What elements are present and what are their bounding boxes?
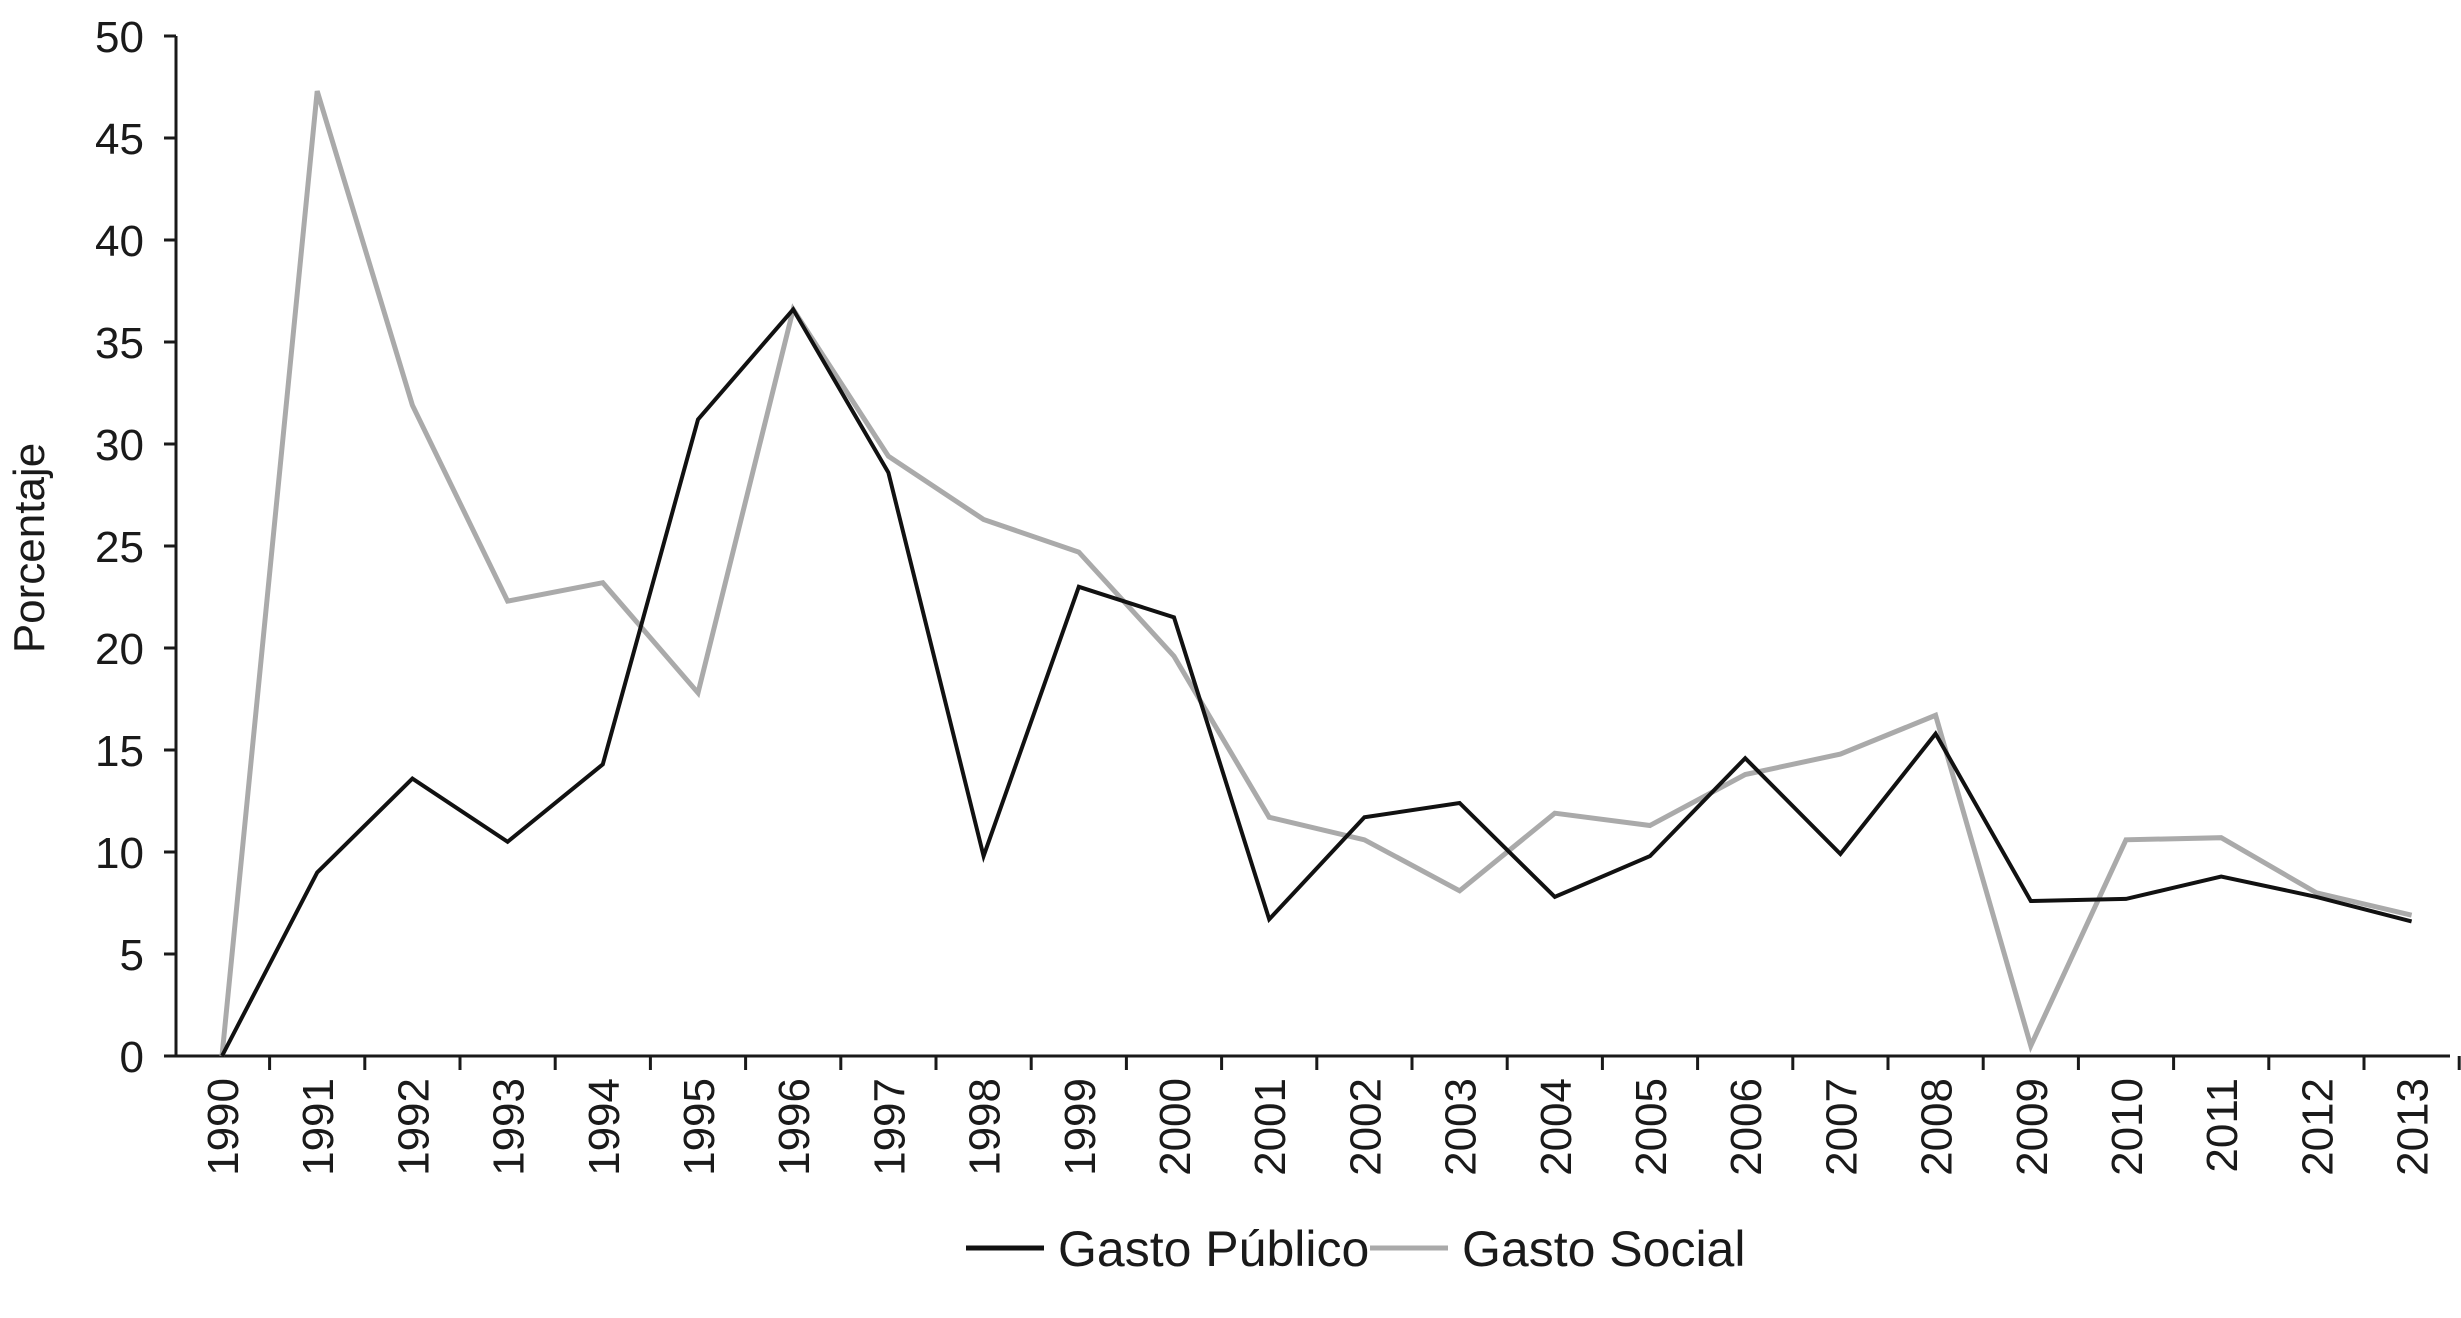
x-tick-label: 2000 (1151, 1078, 1200, 1176)
y-tick-label: 30 (95, 421, 144, 470)
x-tick-label: 1992 (389, 1078, 438, 1176)
legend-label: Gasto Social (1462, 1221, 1745, 1277)
x-tick-label: 1996 (770, 1078, 819, 1176)
x-tick-label: 2003 (1437, 1078, 1486, 1176)
series-line-gasto-social (219, 90, 2413, 1057)
y-tick-label: 50 (95, 13, 144, 62)
x-tick-label: 2006 (1722, 1078, 1771, 1176)
x-tick-label: 1999 (1056, 1078, 1105, 1176)
y-tick-label: 25 (95, 523, 144, 572)
legend: Gasto Público Gasto Social (966, 1221, 1745, 1277)
x-tick-label: 1990 (199, 1078, 248, 1176)
x-tick-label: 2002 (1341, 1078, 1390, 1176)
x-tick-label: 2010 (2103, 1078, 2152, 1176)
x-tick-label: 1997 (865, 1078, 914, 1176)
x-tick-label: 1993 (485, 1078, 534, 1176)
axes: 0 5 10 15 20 25 30 35 40 45 50 1990 1991 1992 1993 1994… (95, 13, 2461, 1176)
series-line-gasto-publico (220, 305, 2413, 1057)
y-tick-label: 20 (95, 625, 144, 674)
y-tick-label: 5 (120, 931, 144, 980)
y-axis-title: Porcentaje (5, 443, 54, 653)
x-tick-label: 2004 (1532, 1078, 1581, 1176)
x-tick-label: 1998 (961, 1078, 1010, 1176)
x-tick-label: 1991 (294, 1078, 343, 1176)
x-tick-label: 2001 (1246, 1078, 1295, 1176)
y-tick-label: 45 (95, 115, 144, 164)
y-tick-label: 0 (120, 1033, 144, 1082)
x-tick-label: 2007 (1817, 1078, 1866, 1176)
y-tick-label: 40 (95, 217, 144, 266)
legend-label: Gasto Público (1058, 1221, 1369, 1277)
x-tick-label: 2009 (2008, 1078, 2057, 1176)
series-layer (219, 90, 2413, 1057)
x-tick-label: 2012 (2293, 1078, 2342, 1176)
x-tick-label: 2008 (1913, 1078, 1962, 1176)
x-tick-label: 1994 (580, 1078, 629, 1176)
x-tick-label: 1995 (675, 1078, 724, 1176)
y-tick-label: 15 (95, 727, 144, 776)
y-tick-label: 10 (95, 829, 144, 878)
y-tick-label: 35 (95, 319, 144, 368)
x-tick-label: 2005 (1627, 1078, 1676, 1176)
x-tick-label: 2013 (2389, 1078, 2438, 1176)
x-tick-label: 2011 (2198, 1078, 2247, 1173)
